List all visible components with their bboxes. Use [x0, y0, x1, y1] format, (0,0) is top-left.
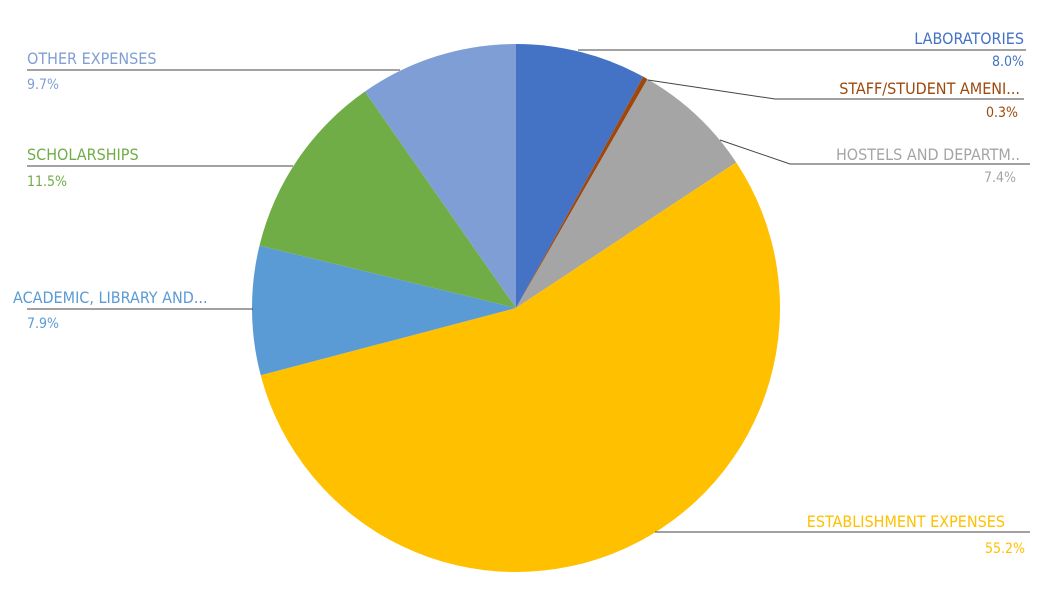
slice-label-6: OTHER EXPENSES	[27, 49, 156, 68]
slice-value-2: 7.4%	[984, 170, 1016, 186]
slice-label-5: SCHOLARSHIPS	[27, 145, 139, 164]
pie-slice-0	[516, 44, 644, 308]
slice-label-2: HOSTELS AND DEPARTM..	[836, 145, 1020, 164]
slice-value-5: 11.5%	[27, 174, 67, 190]
slice-value-6: 9.7%	[27, 77, 59, 93]
leader-line-2	[719, 139, 1030, 165]
leader-lines	[27, 49, 1030, 533]
pie-slice-2	[516, 79, 737, 308]
data-labels: LABORATORIES 8.0% STAFF/STUDENT AMENI... 0.…	[13, 29, 1025, 557]
pie-slice-3	[260, 162, 780, 572]
pie-slice-4	[252, 245, 517, 376]
pie-slice-1	[516, 76, 648, 309]
pie-slice-5	[259, 91, 516, 308]
slice-value-3: 55.2%	[985, 541, 1025, 557]
slice-value-1: 0.3%	[986, 105, 1018, 121]
leader-line-1	[647, 79, 1024, 100]
slice-value-0: 8.0%	[992, 54, 1024, 70]
slice-label-3: ESTABLISHMENT EXPENSES	[807, 512, 1005, 531]
pie-slices	[252, 44, 780, 572]
pie-slice-6	[364, 44, 516, 308]
slice-value-4: 7.9%	[27, 316, 59, 332]
slice-label-4: ACADEMIC, LIBRARY AND...	[13, 288, 208, 307]
slice-label-1: STAFF/STUDENT AMENI...	[839, 79, 1020, 98]
slice-label-0: LABORATORIES	[914, 29, 1024, 48]
